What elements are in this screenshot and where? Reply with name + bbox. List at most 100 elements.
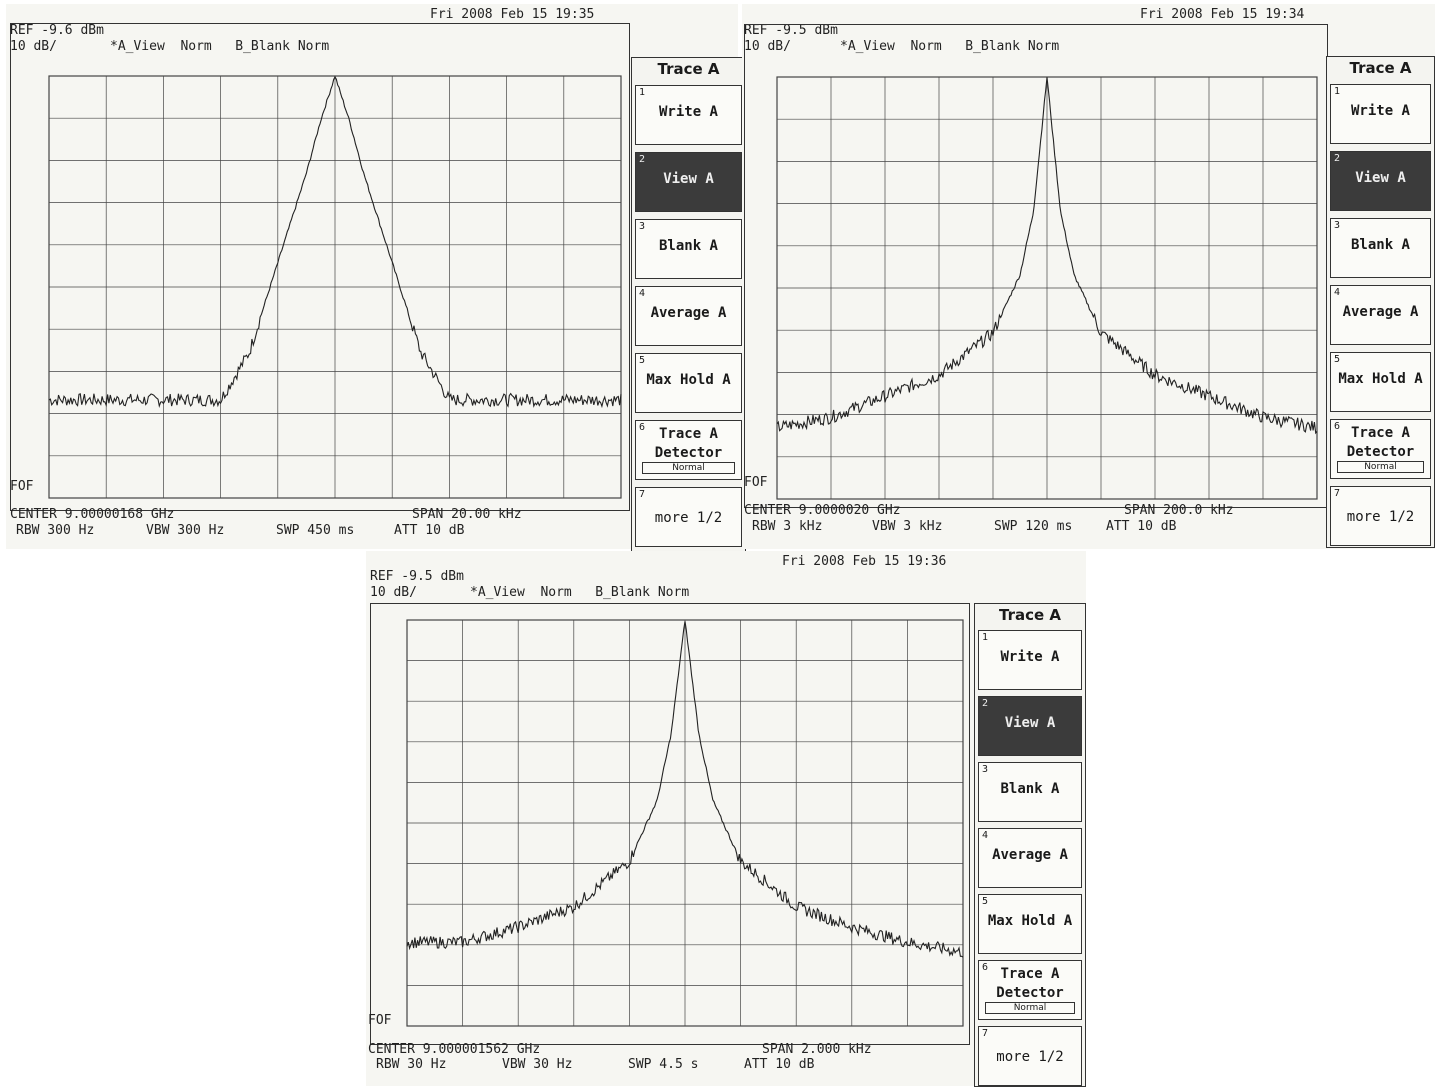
scale-per-division: 10 dB/ [370, 585, 417, 600]
average-a-button[interactable]: 4 Average A [635, 286, 742, 346]
more-button[interactable]: 7 more 1/2 [1330, 486, 1431, 546]
graticule [48, 75, 622, 499]
view-a-button[interactable]: 2 View A [978, 696, 1082, 756]
softkey-label: View A [663, 171, 714, 187]
softkey-label: more 1/2 [654, 510, 723, 526]
fof-indicator: FOF [368, 1013, 392, 1028]
softkey-label: View A [1004, 715, 1056, 731]
trace-status: *A_View Norm B_Blank Norm [470, 585, 690, 600]
write-a-button[interactable]: 1 Write A [635, 85, 742, 145]
trace-a-detector-button[interactable]: 6 Trace A Detector Normal [1330, 419, 1431, 479]
max-hold-a-button[interactable]: 5 Max Hold A [1330, 352, 1431, 412]
softkey-label: Average A [992, 847, 1068, 863]
softkey-number: 3 [639, 221, 646, 232]
softkey-number: 4 [639, 288, 646, 299]
softkey-number: 4 [982, 830, 989, 841]
softkey-number: 2 [982, 698, 989, 709]
softkey-number: 1 [1334, 86, 1341, 97]
sweep-time: SWP 4.5 s [628, 1057, 699, 1072]
attenuation: ATT 10 dB [1106, 519, 1177, 534]
blank-a-button[interactable]: 3 Blank A [1330, 218, 1431, 278]
softkey-label: Blank A [1350, 237, 1410, 253]
softkey-label: Trace A Detector [996, 966, 1064, 1001]
max-hold-a-button[interactable]: 5 Max Hold A [635, 353, 742, 413]
softkey-label: Write A [1000, 649, 1060, 665]
reference-level: REF -9.5 dBm [744, 23, 838, 38]
timestamp: Fri 2008 Feb 15 19:34 [1140, 7, 1305, 22]
fof-indicator: FOF [744, 475, 768, 490]
view-a-button[interactable]: 2 View A [635, 152, 742, 212]
reference-level: REF -9.5 dBm [370, 569, 464, 584]
spectrum-display[interactable] [10, 23, 630, 511]
softkey-label: Blank A [658, 238, 718, 254]
attenuation: ATT 10 dB [394, 523, 465, 538]
softkey-label: Max Hold A [987, 913, 1073, 929]
softkey-label: Average A [1342, 304, 1419, 320]
write-a-button[interactable]: 1 Write A [978, 630, 1082, 690]
max-hold-a-button[interactable]: 5 Max Hold A [978, 894, 1082, 954]
softkey-title: Trace A [657, 60, 720, 78]
sweep-time: SWP 450 ms [276, 523, 355, 538]
vbw: VBW 30 Hz [502, 1057, 573, 1072]
softkey-label: Write A [658, 104, 718, 120]
softkey-number: 5 [1334, 354, 1341, 365]
average-a-button[interactable]: 4 Average A [978, 828, 1082, 888]
reference-level: REF -9.6 dBm [10, 23, 104, 38]
detector-mode: Normal [1337, 461, 1424, 473]
softkey-label: more 1/2 [1346, 509, 1415, 525]
span: SPAN 2.000 kHz [762, 1042, 872, 1057]
vbw: VBW 3 kHz [872, 519, 943, 534]
softkey-number: 4 [1334, 287, 1341, 298]
more-button[interactable]: 7 more 1/2 [978, 1026, 1082, 1086]
softkey-label: View A [1355, 170, 1406, 186]
softkey-number: 1 [639, 87, 646, 98]
fof-indicator: FOF [10, 479, 34, 494]
detector-mode: Normal [642, 462, 735, 474]
softkey-number: 7 [982, 1028, 989, 1039]
softkey-number: 5 [639, 355, 646, 366]
spectrum-display[interactable] [744, 24, 1328, 508]
softkey-panel: Trace A 1 Write A 2 View A 3 Blank A 4 Avera… [974, 603, 1086, 1087]
vbw: VBW 300 Hz [146, 523, 225, 538]
softkey-label: Average A [650, 305, 727, 321]
timestamp: Fri 2008 Feb 15 19:36 [782, 554, 947, 569]
center-frequency: CENTER 9.000001562 GHz [368, 1042, 541, 1057]
softkey-number: 1 [982, 632, 989, 643]
blank-a-button[interactable]: 3 Blank A [978, 762, 1082, 822]
sweep-time: SWP 120 ms [994, 519, 1073, 534]
center-frequency: CENTER 9.00000168 GHz [10, 507, 175, 522]
trace-a-detector-button[interactable]: 6 Trace A Detector Normal [978, 960, 1082, 1020]
spectrum-display[interactable] [370, 603, 970, 1045]
softkey-title: Trace A [1349, 59, 1412, 77]
softkey-panel: Trace A 1 Write A 2 View A 3 Blank A 4 Avera… [1326, 56, 1435, 548]
softkey-number: 7 [639, 489, 646, 500]
scale-per-division: 10 dB/ [10, 39, 57, 54]
timestamp: Fri 2008 Feb 15 19:35 [430, 7, 595, 22]
spectrum-plot [406, 619, 964, 1027]
softkey-panel: Trace A 1 Write A 2 View A 3 Blank A 4 Avera… [631, 57, 746, 552]
softkey-label: Blank A [1000, 781, 1060, 797]
softkey-number: 7 [1334, 488, 1341, 499]
softkey-label: Trace A Detector [1346, 425, 1415, 460]
softkey-number: 6 [1334, 421, 1341, 432]
center-frequency: CENTER 9.0000020 GHz [744, 503, 901, 518]
rbw: RBW 300 Hz [16, 523, 95, 538]
softkey-number: 6 [639, 422, 646, 433]
view-a-button[interactable]: 2 View A [1330, 151, 1431, 211]
scale-per-division: 10 dB/ [744, 39, 791, 54]
softkey-title: Trace A [999, 606, 1061, 624]
softkey-number: 2 [639, 154, 646, 165]
trace-a-line [406, 621, 964, 958]
softkey-label: Trace A Detector [654, 426, 723, 461]
write-a-button[interactable]: 1 Write A [1330, 84, 1431, 144]
graticule [406, 619, 964, 1027]
blank-a-button[interactable]: 3 Blank A [635, 219, 742, 279]
screenshot-bottom: Fri 2008 Feb 15 19:36 REF -9.5 dBm 10 dB… [366, 551, 1086, 1087]
more-button[interactable]: 7 more 1/2 [635, 487, 742, 547]
trace-a-detector-button[interactable]: 6 Trace A Detector Normal [635, 420, 742, 480]
trace-status: *A_View Norm B_Blank Norm [840, 39, 1060, 54]
trace-a-line [776, 77, 1318, 435]
softkey-number: 3 [1334, 220, 1341, 231]
screenshot-top-left: Fri 2008 Feb 15 19:35 REF -9.6 dBm 10 dB… [6, 4, 746, 552]
average-a-button[interactable]: 4 Average A [1330, 285, 1431, 345]
